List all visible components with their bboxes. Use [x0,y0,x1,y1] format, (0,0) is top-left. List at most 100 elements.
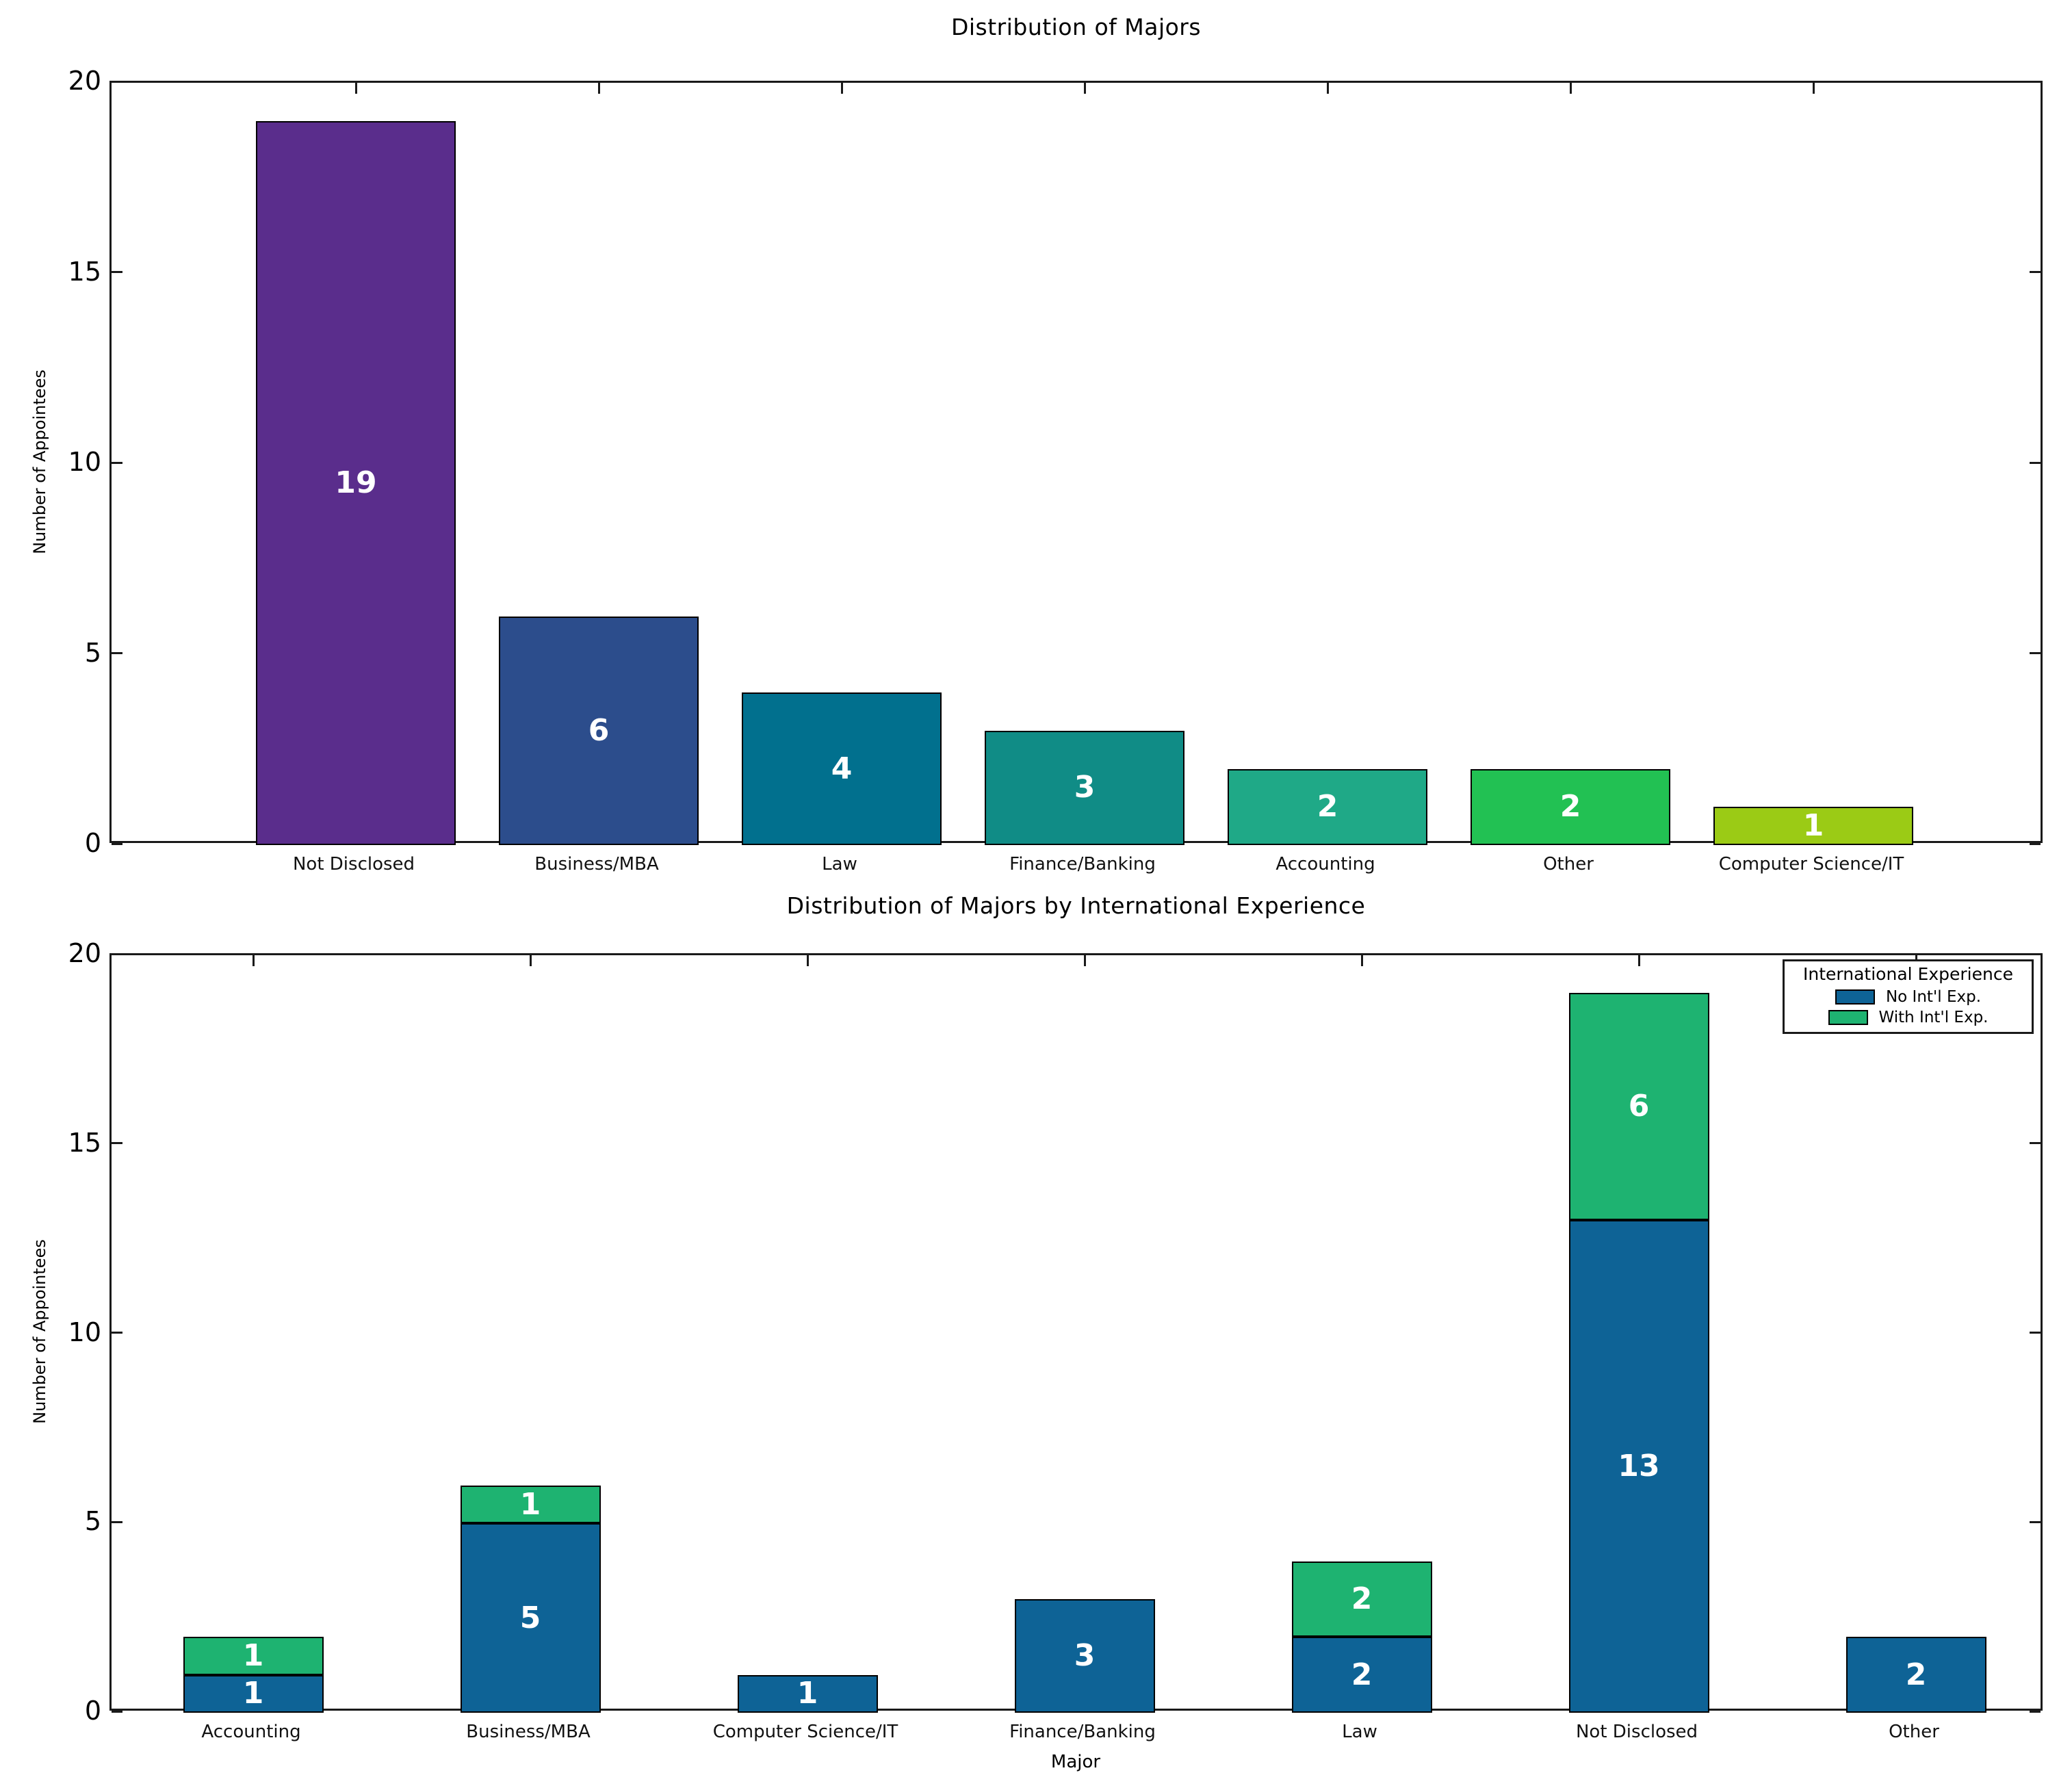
y-tick-left [112,1332,122,1334]
bar-value-label: 1 [797,1676,818,1711]
x-tick-label-business-mba: Business/MBA [534,854,659,874]
bar-segment-accounting-no-int-l-exp [183,1674,324,1713]
bar-law [742,692,942,845]
bar-value-label: 2 [1559,789,1581,825]
bar-segment-other-no-int-l-exp [1846,1637,1986,1713]
bar-value-label: 2 [1317,789,1338,825]
y-tick-label: 10 [68,447,101,477]
y-tick-left [112,1142,122,1145]
y-tick-left [112,953,122,955]
bar-finance-banking [985,730,1184,845]
bar-other [1471,768,1670,845]
bar-segment-computer-science-it-no-int-l-exp [737,1674,878,1713]
y-tick-left [112,842,122,845]
y-tick-label: 5 [84,1506,101,1537]
bar-segment-not-disclosed-no-int-l-exp [1568,1220,1709,1713]
x-tick-label-accounting: Accounting [1275,854,1375,874]
bar-segment-finance-banking-no-int-l-exp [1014,1598,1155,1713]
bar-segment-business-mba-no-int-l-exp [460,1523,601,1713]
y-tick-right [2030,1520,2041,1523]
legend-swatch-with-intl-exp [1828,1010,1868,1026]
bar-value-label: 1 [242,1676,264,1711]
y-tick-right [2030,842,2041,845]
bar-value-label: 1 [1802,808,1824,844]
x-tick-top [806,955,809,966]
chart2-plot-area: 1 5 1 3 2 13 2 1 1 2 6 [109,953,2043,1713]
y-tick-right [2030,461,2041,464]
x-tick-label-computer-science-it: Computer Science/IT [712,1722,898,1742]
bar-accounting [1228,768,1427,845]
legend-title: International Experience [1803,964,2013,984]
bar-value-label: 2 [1351,1657,1373,1692]
bar-segment-accounting-with-int-l-exp [183,1637,324,1675]
legend-label-no-intl-exp: No Int'l Exp. [1885,987,1982,1006]
chart1-plot-area: 19 6 4 3 2 2 1 [109,80,2043,845]
bar-value-label: 5 [519,1600,541,1635]
x-tick-top [252,955,255,966]
legend-box: International Experience No Int'l Exp. W… [1783,959,2034,1034]
y-tick-right [2030,1332,2041,1334]
bar-value-label: 6 [1628,1089,1650,1124]
y-tick-label: 5 [84,637,101,668]
y-tick-label: 0 [84,1696,101,1726]
bar-not-disclosed [256,120,456,845]
x-tick-top [529,955,532,966]
y-tick-label: 15 [68,256,101,287]
y-tick-label: 20 [68,938,101,968]
y-tick-right [2030,1142,2041,1145]
bar-segment-law-no-int-l-exp [1291,1637,1432,1713]
x-tick-top [1637,955,1640,966]
x-tick-label-finance-banking: Finance/Banking [1009,1722,1156,1742]
y-tick-left [112,1520,122,1523]
x-tick-top [1326,83,1329,94]
legend-swatch-no-intl-exp [1835,989,1875,1005]
x-tick-top [1083,83,1086,94]
chart2-title: Distribution of Majors by International … [786,892,1366,919]
bar-value-label: 3 [1074,1637,1096,1673]
y-tick-right [2030,652,2041,654]
x-tick-top [354,83,357,94]
y-tick-left [112,652,122,654]
bar-business-mba [499,616,699,845]
chart2-x-axis-label: Major [1050,1752,1101,1772]
y-tick-left [112,1710,122,1713]
bar-value-label: 2 [1905,1657,1927,1692]
x-tick-label-finance-banking: Finance/Banking [1009,854,1156,874]
bar-value-label: 6 [588,712,610,748]
bar-value-label: 2 [1351,1581,1373,1616]
x-tick-label-computer-science-it: Computer Science/IT [1718,854,1904,874]
y-tick-label: 15 [68,1127,101,1158]
bar-value-label: 4 [831,751,853,786]
y-tick-left [112,461,122,464]
x-tick-label-law: Law [1342,1722,1377,1742]
legend-entry-no-intl-exp: No Int'l Exp. [1790,989,2026,1005]
y-tick-left [112,271,122,273]
legend-label-with-intl-exp: With Int'l Exp. [1878,1008,1989,1026]
bar-computer-science-it [1713,807,1913,845]
x-tick-top [1812,83,1815,94]
x-tick-top [840,83,843,94]
x-tick-top [1569,83,1572,94]
x-tick-label-law: Law [822,854,857,874]
bar-value-label: 1 [519,1486,541,1522]
legend-entry-with-intl-exp: With Int'l Exp. [1790,1008,2026,1026]
y-tick-label: 0 [84,828,101,858]
x-tick-label-accounting: Accounting [201,1722,301,1742]
y-tick-label: 20 [68,66,101,96]
y-tick-left [112,80,122,83]
y-tick-right [2030,953,2041,955]
y-tick-right [2030,1710,2041,1713]
y-tick-label: 10 [68,1317,101,1347]
y-tick-right [2030,80,2041,83]
bar-value-label: 1 [242,1637,264,1673]
bar-segment-law-with-int-l-exp [1291,1561,1432,1637]
y-tick-right [2030,271,2041,273]
x-tick-label-not-disclosed: Not Disclosed [292,854,415,874]
bar-value-label: 19 [335,465,377,500]
bar-value-label: 3 [1074,770,1096,805]
x-tick-label-other: Other [1889,1722,1939,1742]
x-tick-label-other: Other [1543,854,1594,874]
bar-segment-business-mba-with-int-l-exp [460,1485,601,1524]
bar-value-label: 13 [1618,1449,1660,1484]
